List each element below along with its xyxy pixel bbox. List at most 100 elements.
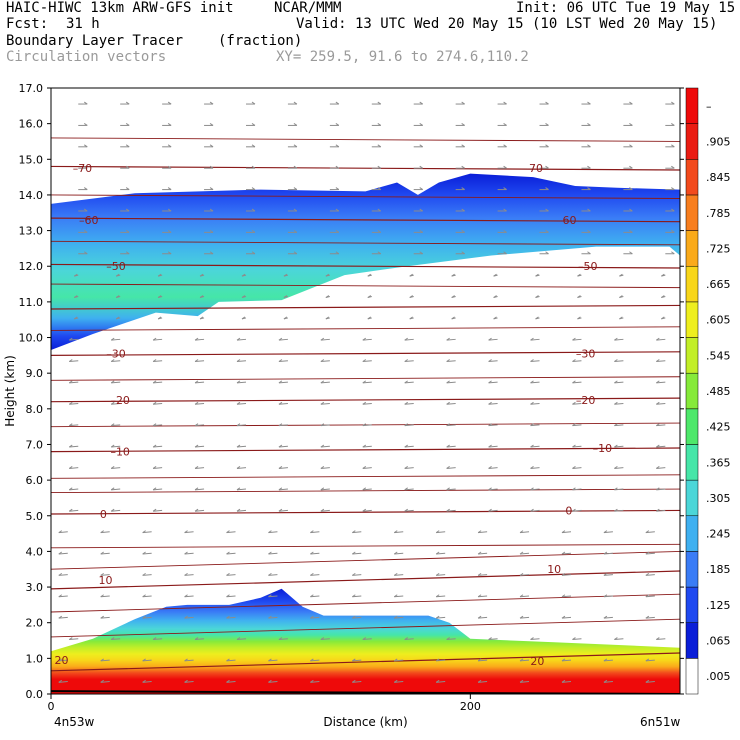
y-tick-label: 7.0: [26, 438, 44, 451]
isotherm-label: –70: [73, 162, 93, 175]
circulation-vector: [665, 187, 675, 191]
circulation-vector: [661, 295, 666, 299]
circulation-vector: [393, 551, 404, 555]
colorbar-label: .125: [706, 599, 731, 612]
circulation-vector: [310, 551, 320, 555]
circulation-vector: [413, 208, 424, 212]
circulation-vector: [572, 337, 582, 341]
circulation-vector: [371, 101, 382, 105]
circulation-vector: [152, 423, 163, 427]
circulation-vector: [110, 637, 121, 641]
circulation-vector: [236, 466, 247, 469]
circulation-vector: [283, 295, 289, 299]
circulation-vector: [100, 594, 110, 598]
circulation-vector: [451, 295, 456, 299]
y-tick-label: 5.0: [26, 510, 44, 523]
isotherm-label: 10: [99, 574, 113, 587]
isotherm-line: [51, 326, 680, 331]
circulation-vector: [581, 187, 591, 191]
circulation-vector: [204, 101, 214, 105]
circulation-vector: [455, 101, 465, 105]
circulation-vector: [110, 423, 121, 427]
circulation-vector: [78, 101, 88, 105]
circulation-vector: [623, 165, 633, 169]
y-tick-label: 12.0: [19, 260, 44, 273]
circulation-vector: [530, 508, 540, 512]
circulation-vector: [184, 615, 194, 619]
circulation-vector: [110, 444, 121, 448]
colorbar-swatch: [685, 586, 699, 623]
circulation-vector: [142, 594, 152, 598]
isotherm-line: [51, 194, 680, 199]
circulation-vector: [120, 165, 130, 169]
circulation-vector: [477, 679, 488, 683]
x-axis-title: Distance (km): [323, 715, 407, 729]
circulation-vector: [581, 144, 591, 148]
circulation-vector: [226, 551, 236, 555]
circulation-vector: [530, 423, 540, 427]
circulation-vector: [404, 423, 414, 427]
circulation-vector: [110, 508, 121, 512]
circulation-vector: [352, 658, 362, 662]
colorbar-swatch: [685, 230, 699, 267]
plot-frame: [50, 87, 681, 695]
circulation-vector: [488, 337, 498, 341]
circulation-vector: [268, 679, 278, 683]
circulation-vector: [157, 316, 163, 320]
circulation-vector: [204, 229, 214, 233]
circulation-vector: [245, 165, 256, 169]
circulation-vector: [352, 551, 362, 555]
circulation-vector: [619, 295, 624, 299]
isotherm-label: –10: [110, 446, 130, 459]
y-tick-label: 16.0: [19, 118, 44, 131]
circulation-vector: [530, 637, 540, 641]
circulation-vector: [226, 572, 236, 576]
circulation-vector: [73, 316, 79, 320]
circulation-vector: [236, 380, 247, 384]
circulation-vector: [320, 380, 330, 384]
colorbar-swatch: [685, 265, 699, 303]
circulation-vector: [371, 208, 382, 212]
circulation-vector: [199, 316, 205, 320]
circulation-vector: [68, 444, 79, 448]
circulation-vector: [413, 251, 424, 255]
circulation-vector: [236, 637, 247, 641]
circulation-vector: [446, 337, 456, 341]
circulation-vector: [539, 229, 549, 233]
circulation-vector: [656, 401, 666, 405]
circulation-vector: [603, 615, 613, 619]
circulation-vector: [614, 444, 624, 448]
colorbar-swatch: [685, 301, 699, 338]
circulation-vector: [535, 316, 540, 320]
model-title: HAIC-HIWC 13km ARW-GFS init: [6, 0, 234, 16]
circulation-vector: [152, 401, 163, 405]
circulation-vector: [535, 273, 540, 277]
circulation-vector: [268, 658, 278, 662]
isotherm-line: [51, 618, 680, 638]
circulation-vector: [78, 251, 88, 255]
circulation-vector: [58, 530, 68, 534]
colorbar-label: .845: [706, 171, 731, 184]
circulation-vector: [157, 295, 163, 299]
circulation-vector: [320, 444, 330, 448]
circulation-vector: [194, 401, 205, 405]
y-tick-label: 0.0: [26, 688, 44, 701]
circulation-vector: [530, 380, 540, 384]
isotherm-label: –20: [576, 394, 596, 407]
isotherm-line: [51, 652, 680, 672]
circulation-vector: [58, 551, 68, 555]
circulation-vector: [100, 551, 110, 555]
circulation-vector: [278, 337, 288, 341]
y-tick-label: 2.0: [26, 617, 44, 630]
circulation-vector: [278, 637, 288, 641]
circulation-vector: [287, 229, 298, 233]
circulation-vector: [245, 101, 256, 105]
circulation-vector: [194, 423, 205, 427]
circulation-vector: [115, 316, 121, 320]
isotherm-label: 10: [547, 563, 561, 576]
circulation-vector: [393, 658, 404, 662]
x-right-endpoint: 6n51w: [640, 715, 681, 729]
circulation-vector: [245, 251, 256, 255]
circulation-vector: [404, 359, 414, 362]
circulation-vector: [325, 316, 330, 320]
